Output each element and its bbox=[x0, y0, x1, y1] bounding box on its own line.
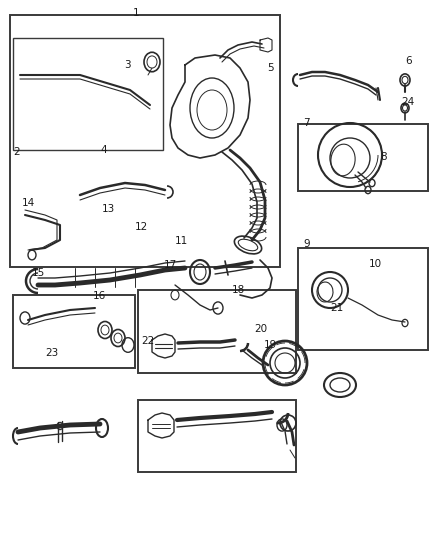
Text: 18: 18 bbox=[232, 286, 245, 295]
Text: 7: 7 bbox=[303, 118, 310, 127]
Bar bbox=[138, 400, 296, 472]
Bar bbox=[13, 38, 163, 150]
Bar bbox=[13, 295, 135, 368]
Bar bbox=[10, 15, 280, 267]
Bar bbox=[138, 290, 296, 373]
Text: 1: 1 bbox=[132, 8, 139, 18]
Text: 4: 4 bbox=[101, 146, 108, 155]
Text: 11: 11 bbox=[175, 236, 188, 246]
Bar bbox=[298, 248, 428, 350]
Text: 22: 22 bbox=[141, 336, 155, 346]
Text: 20: 20 bbox=[254, 325, 267, 334]
Text: 23: 23 bbox=[45, 348, 58, 358]
Text: 24: 24 bbox=[402, 98, 415, 107]
Text: 17: 17 bbox=[164, 261, 177, 270]
Text: 5: 5 bbox=[267, 63, 274, 73]
Text: 6: 6 bbox=[405, 56, 412, 66]
Text: 10: 10 bbox=[369, 259, 382, 269]
Text: 12: 12 bbox=[134, 222, 148, 232]
Text: 16: 16 bbox=[93, 291, 106, 301]
Text: 14: 14 bbox=[22, 198, 35, 207]
Text: 9: 9 bbox=[303, 239, 310, 249]
Text: 8: 8 bbox=[380, 152, 387, 161]
Text: 3: 3 bbox=[124, 60, 131, 70]
Text: 2: 2 bbox=[13, 148, 20, 157]
Text: 21: 21 bbox=[331, 303, 344, 313]
Bar bbox=[298, 124, 428, 191]
Text: 15: 15 bbox=[32, 268, 45, 278]
Text: 19: 19 bbox=[264, 341, 277, 350]
Text: 13: 13 bbox=[102, 204, 115, 214]
